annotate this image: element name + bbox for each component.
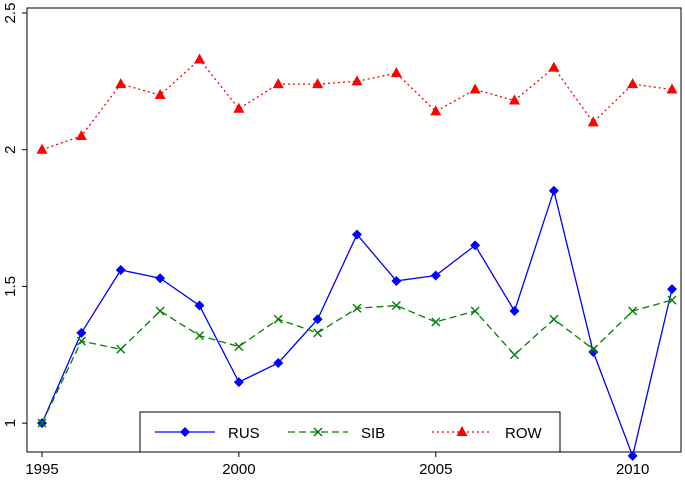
series-row-point [666, 83, 678, 94]
series-rus-point [352, 229, 362, 240]
series-sib [37, 295, 677, 428]
y-axis: 1 1.5 2 2.5 [2, 3, 27, 427]
series-row-point [154, 89, 166, 100]
series-sib-point [628, 306, 638, 316]
series-row-line [41, 58, 673, 151]
legend-item-row: ROW [432, 425, 543, 442]
series-row-point [272, 78, 284, 89]
series-sib-point [391, 301, 401, 311]
y-tick-label: 2 [2, 146, 19, 154]
plot-frame [26, 7, 682, 453]
series-row-point [194, 53, 205, 64]
x-axis: 1995 2000 2005 2010 [25, 452, 649, 478]
series-row-point [509, 94, 520, 105]
series-row-point [115, 78, 127, 89]
series-sib-line [41, 299, 673, 424]
series-rus-point [273, 357, 284, 368]
series-rus-point [115, 265, 126, 276]
x-tick-label: 2000 [222, 461, 255, 478]
x-tick-label: 1995 [25, 461, 58, 478]
series-sib-point [313, 328, 323, 338]
series-rus-point [194, 300, 205, 311]
series-sib-point [352, 303, 362, 313]
series-sib-point [588, 344, 598, 354]
series-sib-point [234, 342, 244, 352]
series-layer [36, 53, 678, 461]
legend: RUS SIB ROW [139, 411, 561, 453]
y-tick-label: 2.5 [2, 3, 19, 24]
series-rus-point [430, 270, 441, 281]
series-row-point [430, 105, 442, 116]
series-rus-point [312, 314, 323, 325]
series-row-point [627, 78, 639, 89]
series-rus-point [391, 275, 402, 286]
series-rus-point [667, 284, 677, 295]
series-sib-point [273, 314, 283, 324]
series-rus-point [76, 327, 87, 338]
series-row-point [390, 67, 402, 78]
series-row-point [469, 83, 481, 94]
series-rus-point [548, 185, 559, 196]
x-tick-label: 2005 [419, 461, 452, 478]
legend-item-rus: RUS [155, 425, 260, 442]
series-sib-point [470, 306, 480, 316]
legend-marker [313, 427, 323, 437]
series-rus-point [155, 273, 166, 284]
legend-label: RUS [228, 425, 260, 442]
y-tick-label: 1.5 [2, 276, 19, 297]
series-sib-point [667, 295, 677, 305]
series-sib-point [37, 418, 47, 428]
series-row-point [233, 102, 245, 113]
legend-item-sib: SIB [288, 425, 385, 442]
series-rus-point [588, 347, 599, 358]
legend-label: ROW [505, 425, 543, 442]
series-row [36, 53, 678, 154]
legend-marker [180, 427, 190, 437]
series-rus [37, 185, 677, 461]
series-row-point [75, 130, 87, 141]
legend-label: SIB [361, 425, 385, 442]
series-sib-point [155, 306, 165, 316]
series-row-point [587, 116, 599, 127]
y-tick-label: 1 [2, 419, 19, 427]
series-sib-point [195, 331, 204, 341]
series-sib-point [116, 344, 126, 354]
legend-marker [456, 426, 468, 436]
series-row-point [351, 75, 363, 86]
series-rus-point [233, 377, 244, 388]
series-sib-point [76, 336, 86, 346]
series-row-point [312, 78, 324, 89]
series-row-point [36, 143, 48, 154]
series-sib-point [549, 314, 559, 324]
x-tick-label: 2010 [616, 461, 649, 478]
series-rus-point [470, 240, 481, 251]
series-rus-point [509, 306, 520, 317]
series-sib-point [431, 317, 441, 327]
series-rus-point [627, 450, 638, 461]
series-sib-point [510, 350, 519, 360]
series-row-point [548, 61, 560, 72]
